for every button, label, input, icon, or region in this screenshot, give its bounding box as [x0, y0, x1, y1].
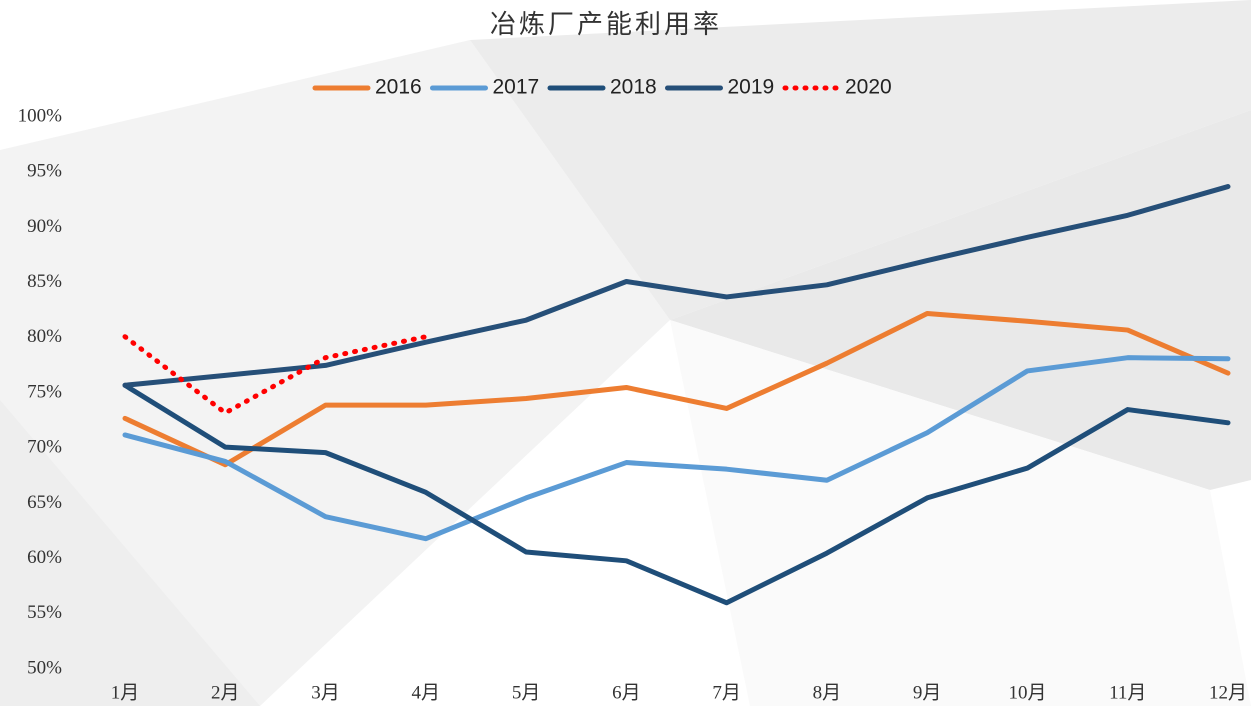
series-line	[122, 355, 1231, 542]
x-tick-label: 8月	[813, 682, 842, 703]
y-tick-label: 75%	[27, 381, 62, 402]
y-tick-label: 55%	[27, 602, 62, 623]
x-tick-label: 4月	[412, 682, 441, 703]
legend-label: 2017	[493, 76, 540, 99]
bg-shape	[0, 400, 260, 706]
y-tick-label: 90%	[27, 216, 62, 237]
x-tick-label: 3月	[311, 682, 340, 703]
x-tick-label: 2月	[211, 682, 240, 703]
y-tick-label: 65%	[27, 492, 62, 513]
legend-label: 2018	[610, 76, 657, 99]
x-tick-label: 9月	[913, 682, 942, 703]
legend-label: 2020	[845, 76, 892, 99]
x-tick-label: 12月	[1209, 682, 1247, 703]
x-tick-label: 10月	[1008, 682, 1046, 703]
series-line	[122, 311, 1231, 468]
legend-label: 2019	[728, 76, 775, 99]
y-tick-label: 85%	[27, 271, 62, 292]
bg-shape	[470, 0, 1251, 320]
legend-label: 2016	[375, 76, 422, 99]
y-tick-label: 50%	[27, 657, 62, 678]
x-tick-label: 5月	[512, 682, 541, 703]
series-line	[122, 382, 1231, 606]
bg-shape	[0, 40, 670, 706]
x-tick-label: 11月	[1109, 682, 1146, 703]
y-tick-label: 70%	[27, 437, 62, 458]
chart-title: 冶炼厂产能利用率	[490, 10, 722, 40]
y-tick-label: 80%	[27, 326, 62, 347]
x-tick-label: 6月	[612, 682, 641, 703]
bg-shape	[670, 320, 1251, 706]
x-tick-label: 7月	[712, 682, 741, 703]
series-line	[122, 334, 429, 416]
y-tick-label: 100%	[18, 105, 63, 126]
y-tick-label: 60%	[27, 547, 62, 568]
y-tick-label: 95%	[27, 161, 62, 182]
x-tick-label: 1月	[111, 682, 140, 703]
bg-shape	[670, 110, 1251, 490]
